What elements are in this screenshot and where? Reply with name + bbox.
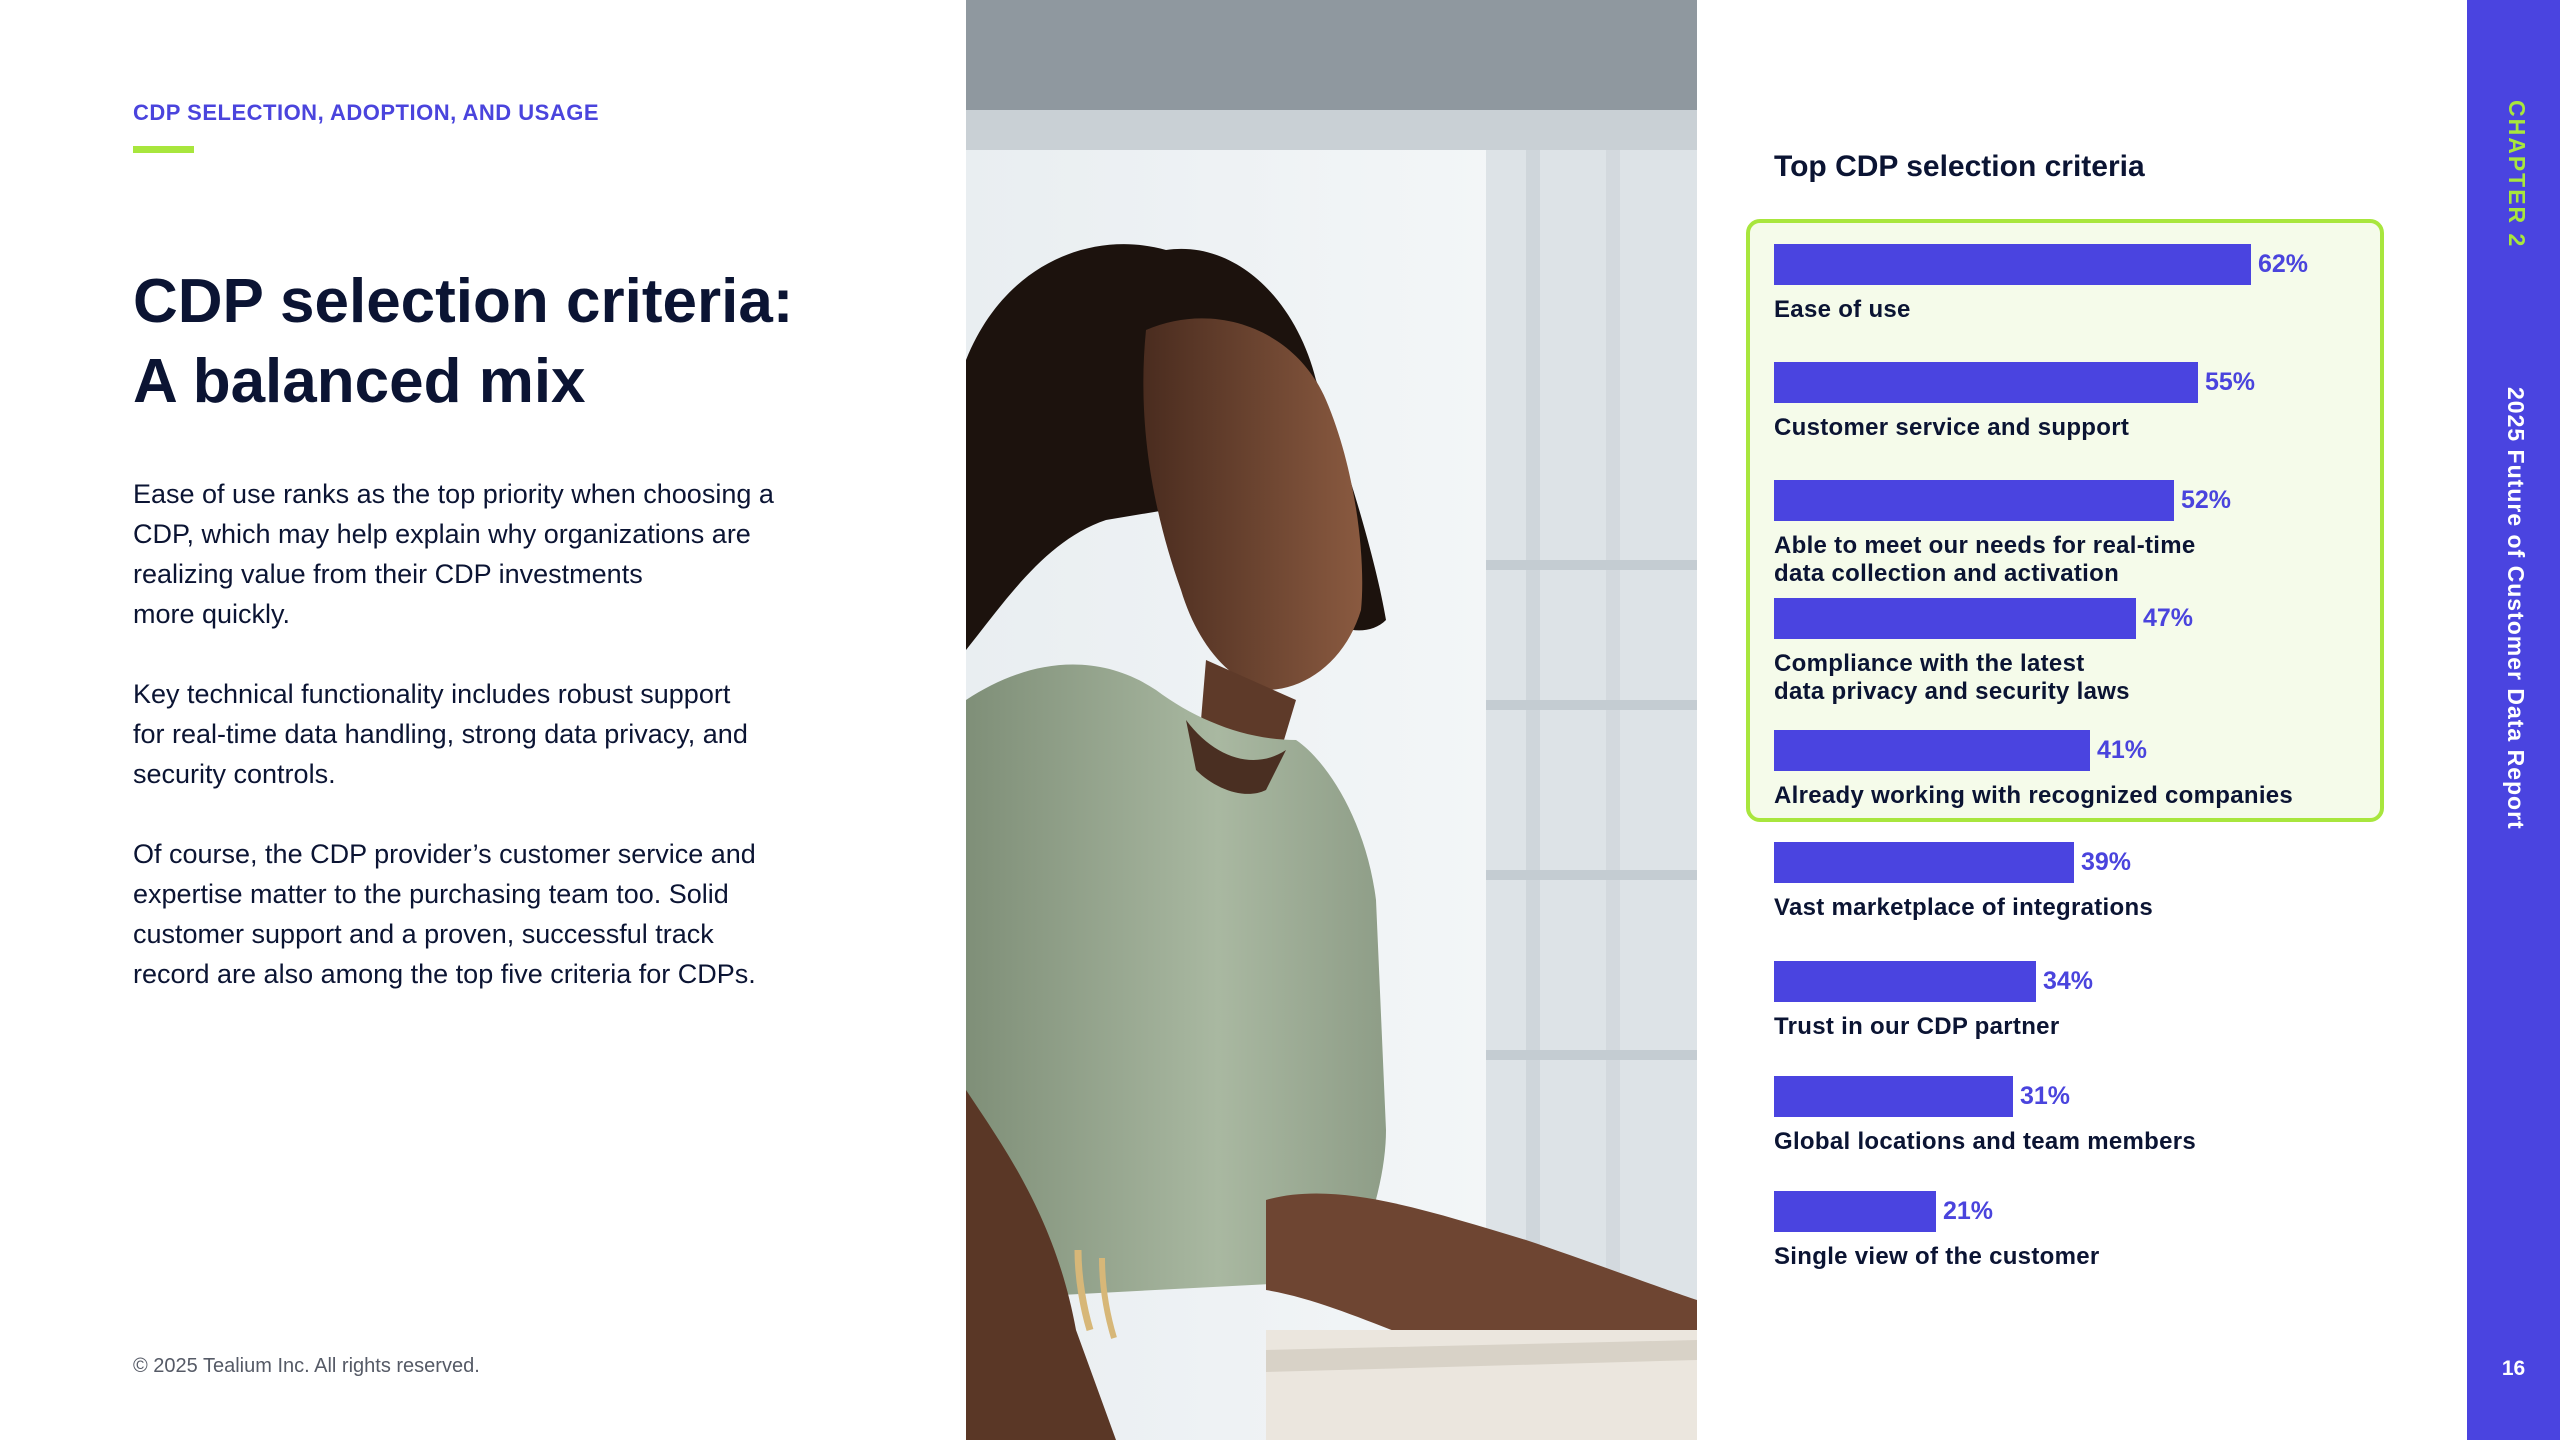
section-eyebrow: CDP SELECTION, ADOPTION, AND USAGE: [133, 100, 600, 125]
bar-value-label: 62%: [2258, 250, 2309, 278]
bar: [1774, 244, 2251, 285]
bar: [1774, 480, 2174, 521]
page-title: CDP selection criteria: A balanced mix: [133, 262, 933, 422]
page-number: 16: [2501, 1357, 2526, 1380]
bar-value-label: 34%: [2043, 967, 2094, 995]
bar-value-label: 21%: [1943, 1197, 1994, 1225]
text-column: CDP SELECTION, ADOPTION, AND USAGE CDP s…: [0, 0, 966, 1440]
bar-category-label: Customer service and support: [1774, 414, 2130, 441]
title-line-2: A balanced mix: [133, 347, 586, 416]
bar-category-label: Vast marketplace of integrations: [1774, 894, 2154, 921]
bar-category-label: Global locations and team members: [1774, 1128, 2197, 1155]
bar-item: 21% Single view of the customer: [1774, 1191, 2394, 1271]
bar-row: 31%: [1774, 1076, 2394, 1117]
bar-row: 52%: [1774, 480, 2394, 521]
woman-at-computer-photo: [966, 0, 1697, 1440]
bar-category-label: Single view of the customer: [1774, 1243, 2100, 1270]
bar: [1774, 362, 2198, 403]
bar-item: 62% Ease of use: [1774, 244, 2394, 324]
chart-title: Top CDP selection criteria: [1774, 150, 2145, 183]
paragraph-1: Ease of use ranks as the top priority wh…: [133, 479, 774, 629]
bar-category-label: Trust in our CDP partner: [1774, 1013, 2060, 1040]
bar-value-label: 31%: [2020, 1082, 2071, 1110]
bar-value-label: 55%: [2205, 368, 2256, 396]
bar-item: 41% Already working with recognized compa…: [1774, 730, 2394, 810]
bar-item: 47% Compliance with the latest data priva…: [1774, 598, 2394, 706]
bar-value-label: 47%: [2143, 604, 2194, 632]
bar: [1774, 598, 2136, 639]
copyright-notice: © 2025 Tealium Inc. All rights reserved.: [133, 1355, 480, 1377]
body-copy: Ease of use ranks as the top priority wh…: [133, 474, 853, 1034]
bar-value-label: 39%: [2081, 848, 2132, 876]
paragraph-2: Key technical functionality includes rob…: [133, 679, 748, 789]
bar-row: 47%: [1774, 598, 2394, 639]
bar-item: 31% Global locations and team members: [1774, 1076, 2394, 1156]
bar-category-label: Already working with recognized companie…: [1774, 782, 2294, 809]
bar-row: 39%: [1774, 842, 2394, 883]
bar-row: 55%: [1774, 362, 2394, 403]
paragraph-3: Of course, the CDP provider’s customer s…: [133, 839, 756, 989]
bar-row: 41%: [1774, 730, 2394, 771]
chapter-label: CHAPTER 2: [2504, 100, 2530, 249]
report-title: 2025 Future of Customer Data Report: [2503, 387, 2529, 830]
eyebrow-underline: [133, 146, 194, 153]
bar-row: 62%: [1774, 244, 2394, 285]
bar: [1774, 730, 2090, 771]
bar-item: 52% Able to meet our needs for real-time …: [1774, 480, 2394, 588]
title-line-1: CDP selection criteria:: [133, 267, 794, 336]
bar: [1774, 842, 2074, 883]
selection-criteria-chart: Top CDP selection criteria 62% Ease of us…: [1697, 0, 2467, 1440]
bar-item: 34% Trust in our CDP partner: [1774, 961, 2394, 1041]
bar: [1774, 961, 2036, 1002]
bar-value-label: 41%: [2097, 736, 2148, 764]
bar-item: 55% Customer service and support: [1774, 362, 2394, 442]
chapter-sidebar: CHAPTER 2 2025 Future of Customer Data R…: [2467, 0, 2560, 1440]
photo-illustration: [966, 0, 1697, 1440]
bar-item: 39% Vast marketplace of integrations: [1774, 842, 2394, 922]
bar-category-label: Ease of use: [1774, 296, 1911, 323]
bar-row: 21%: [1774, 1191, 2394, 1232]
bar: [1774, 1191, 1936, 1232]
bar-value-label: 52%: [2181, 486, 2232, 514]
bar: [1774, 1076, 2013, 1117]
bar-category-label: Able to meet our needs for real-time dat…: [1774, 532, 2196, 587]
bar-row: 34%: [1774, 961, 2394, 1002]
bar-category-label: Compliance with the latest data privacy …: [1774, 650, 2130, 705]
